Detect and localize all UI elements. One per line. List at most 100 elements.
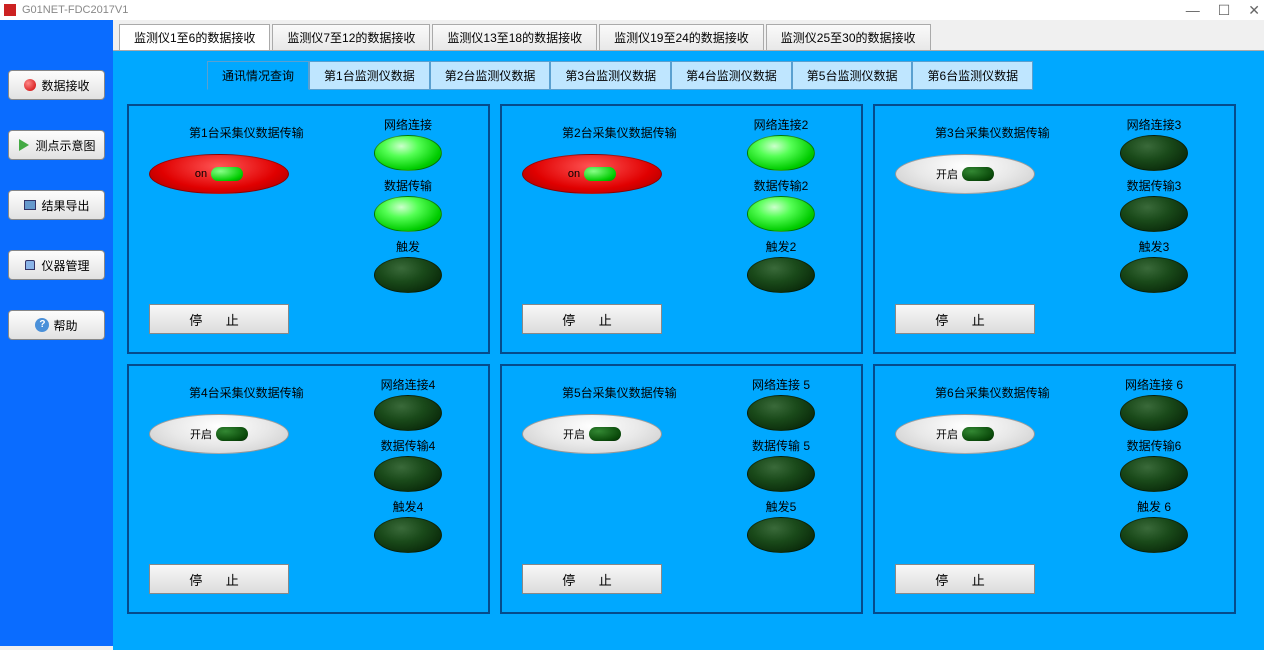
- close-icon[interactable]: ✕: [1248, 2, 1260, 19]
- stop-button[interactable]: 停 止: [522, 564, 662, 594]
- indicator-light-icon: [747, 517, 815, 553]
- indicator-group-2: 数据传输6: [1120, 437, 1188, 492]
- sub-tab-1[interactable]: 第1台监测仪数据: [309, 61, 430, 90]
- indicator-label: 触发3: [1139, 238, 1170, 255]
- indicator-group-2: 数据传输2: [747, 177, 815, 232]
- sub-tab-4[interactable]: 第4台监测仪数据: [671, 61, 792, 90]
- content-area: 通讯情况查询第1台监测仪数据第2台监测仪数据第3台监测仪数据第4台监测仪数据第5…: [113, 51, 1264, 650]
- panel-title: 第2台采集仪数据传输: [562, 124, 677, 141]
- export-icon: [23, 198, 37, 212]
- sub-tab-5[interactable]: 第5台监测仪数据: [792, 61, 913, 90]
- toggle-indicator-icon: [211, 167, 243, 181]
- indicator-column: 网络连接 6 数据传输6 触发 6: [1094, 376, 1214, 553]
- panel-title: 第6台采集仪数据传输: [935, 384, 1050, 401]
- indicator-group-3: 触发: [374, 238, 442, 293]
- sub-tab-0[interactable]: 通讯情况查询: [207, 61, 309, 90]
- indicator-light-icon: [1120, 456, 1188, 492]
- indicator-light-icon: [1120, 196, 1188, 232]
- sub-tab-6[interactable]: 第6台监测仪数据: [912, 61, 1033, 90]
- top-tab-2[interactable]: 监测仪7至12的数据接收: [272, 24, 430, 50]
- device-panel-3: 第3台采集仪数据传输开启 网络连接3 数据传输3 触发3 停 止: [873, 104, 1236, 354]
- top-tab-3[interactable]: 监测仪13至18的数据接收: [432, 24, 597, 50]
- help-icon: ?: [35, 318, 49, 332]
- indicator-light-icon: [747, 196, 815, 232]
- toggle-label: 开启: [190, 426, 212, 442]
- top-tab-5[interactable]: 监测仪25至30的数据接收: [766, 24, 931, 50]
- sidebar-item-label: 仪器管理: [41, 257, 89, 274]
- panel-title: 第5台采集仪数据传输: [562, 384, 677, 401]
- stop-button[interactable]: 停 止: [895, 304, 1035, 334]
- sidebar-item-help[interactable]: ? 帮助: [8, 310, 105, 340]
- device-panel-5: 第5台采集仪数据传输开启 网络连接 5 数据传输 5 触发5 停 止: [500, 364, 863, 614]
- indicator-label: 数据传输: [384, 177, 432, 194]
- indicator-group-1: 网络连接4: [374, 376, 442, 431]
- toggle-button[interactable]: on: [149, 154, 289, 194]
- main-area: 监测仪1至6的数据接收监测仪7至12的数据接收监测仪13至18的数据接收监测仪1…: [113, 20, 1264, 646]
- maximize-icon[interactable]: ☐: [1218, 2, 1231, 19]
- toggle-indicator-icon: [962, 167, 994, 181]
- toggle-label: 开启: [936, 426, 958, 442]
- indicator-label: 网络连接 6: [1125, 376, 1183, 393]
- indicator-group-2: 数据传输4: [374, 437, 442, 492]
- toggle-label: 开启: [936, 166, 958, 182]
- indicator-label: 数据传输3: [1127, 177, 1182, 194]
- app-icon: [4, 4, 16, 16]
- top-tab-bar: 监测仪1至6的数据接收监测仪7至12的数据接收监测仪13至18的数据接收监测仪1…: [113, 20, 1264, 51]
- sidebar-item-data-receive[interactable]: 数据接收: [8, 70, 105, 100]
- play-icon: [17, 138, 31, 152]
- toggle-button[interactable]: 开启: [522, 414, 662, 454]
- sub-tab-3[interactable]: 第3台监测仪数据: [550, 61, 671, 90]
- toggle-indicator-icon: [589, 427, 621, 441]
- sidebar-item-instrument[interactable]: 仪器管理: [8, 250, 105, 280]
- top-tab-1[interactable]: 监测仪1至6的数据接收: [119, 24, 270, 50]
- toggle-label: on: [568, 168, 580, 180]
- indicator-group-2: 数据传输3: [1120, 177, 1188, 232]
- sub-tab-bar: 通讯情况查询第1台监测仪数据第2台监测仪数据第3台监测仪数据第4台监测仪数据第5…: [207, 61, 1250, 90]
- toggle-button[interactable]: on: [522, 154, 662, 194]
- indicator-column: 网络连接2数据传输2触发2: [721, 116, 841, 293]
- toggle-button[interactable]: 开启: [895, 414, 1035, 454]
- sidebar-item-export[interactable]: 结果导出: [8, 190, 105, 220]
- toggle-button[interactable]: 开启: [149, 414, 289, 454]
- indicator-group-1: 网络连接 5: [747, 376, 815, 431]
- device-panel-4: 第4台采集仪数据传输开启网络连接4数据传输4触发4停 止: [127, 364, 490, 614]
- stop-button[interactable]: 停 止: [895, 564, 1035, 594]
- window-controls: — ☐ ✕: [1186, 2, 1260, 19]
- toggle-button[interactable]: 开启: [895, 154, 1035, 194]
- stop-button[interactable]: 停 止: [149, 304, 289, 334]
- indicator-light-icon: [1120, 135, 1188, 171]
- indicator-light-icon: [1120, 517, 1188, 553]
- stop-button[interactable]: 停 止: [149, 564, 289, 594]
- indicator-light-icon: [374, 395, 442, 431]
- indicator-light-icon: [747, 257, 815, 293]
- sidebar-item-label: 帮助: [53, 317, 77, 334]
- indicator-label: 数据传输2: [754, 177, 809, 194]
- stop-button[interactable]: 停 止: [522, 304, 662, 334]
- indicator-label: 触发 6: [1137, 498, 1171, 515]
- sub-tab-2[interactable]: 第2台监测仪数据: [430, 61, 551, 90]
- indicator-light-icon: [374, 135, 442, 171]
- minimize-icon[interactable]: —: [1186, 2, 1200, 19]
- indicator-light-icon: [374, 257, 442, 293]
- indicator-label: 网络连接3: [1127, 116, 1182, 133]
- red-dot-icon: [23, 78, 37, 92]
- indicator-light-icon: [374, 517, 442, 553]
- panel-title: 第4台采集仪数据传输: [189, 384, 304, 401]
- indicator-label: 网络连接2: [754, 116, 809, 133]
- top-tab-4[interactable]: 监测仪19至24的数据接收: [599, 24, 764, 50]
- indicator-group-2: 数据传输 5: [747, 437, 815, 492]
- indicator-label: 网络连接 5: [752, 376, 810, 393]
- indicator-light-icon: [1120, 395, 1188, 431]
- sidebar-item-schematic[interactable]: 测点示意图: [8, 130, 105, 160]
- indicator-group-1: 网络连接 6: [1120, 376, 1188, 431]
- indicator-group-1: 网络连接2: [747, 116, 815, 171]
- indicator-light-icon: [1120, 257, 1188, 293]
- indicator-group-3: 触发3: [1120, 238, 1188, 293]
- device-panel-2: 第2台采集仪数据传输on网络连接2数据传输2触发2停 止: [500, 104, 863, 354]
- indicator-group-3: 触发5: [747, 498, 815, 553]
- panel-title: 第3台采集仪数据传输: [935, 124, 1050, 141]
- sidebar: 数据接收 测点示意图 结果导出 仪器管理 ? 帮助: [0, 20, 113, 646]
- sidebar-item-label: 测点示意图: [35, 137, 95, 154]
- indicator-label: 数据传输4: [381, 437, 436, 454]
- toggle-label: 开启: [563, 426, 585, 442]
